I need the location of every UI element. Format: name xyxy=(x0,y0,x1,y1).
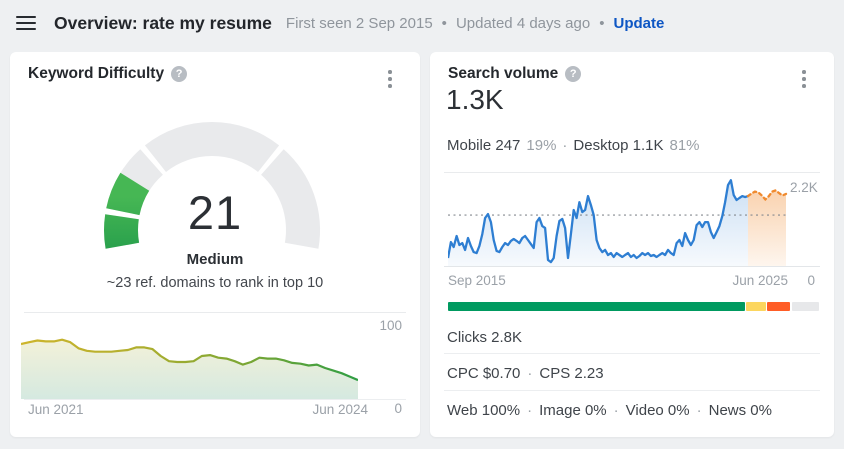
sv-card-title: Search volume xyxy=(448,65,559,82)
web-percent: Web 100% xyxy=(447,402,521,419)
clicks-bar-segment-organic-clicks xyxy=(448,302,745,311)
first-seen-text: First seen 2 Sep 2015 xyxy=(285,14,433,32)
cps-value: CPS 2.23 xyxy=(539,365,604,382)
kd-history-xend-label: Jun 2024 xyxy=(312,402,368,417)
dot-separator: • xyxy=(441,14,447,32)
kd-score-value: 21 xyxy=(187,186,243,239)
help-icon[interactable]: ? xyxy=(565,66,582,82)
header-meta: First seen 2 Sep 2015 • Updated 4 days a… xyxy=(286,15,664,32)
device-breakdown-row: Mobile 247 19% · Desktop 1.1K 81% xyxy=(447,137,700,154)
news-percent: News 0% xyxy=(708,402,772,419)
mobile-percent: 19% xyxy=(526,137,557,154)
volume-ymax-label: 2.2K xyxy=(790,180,818,195)
cpc-value: CPC $0.70 xyxy=(447,365,521,382)
kd-history-chart xyxy=(21,338,358,399)
image-percent: Image 0% xyxy=(539,402,607,419)
mobile-volume: Mobile 247 xyxy=(447,137,521,154)
kd-history-baseline xyxy=(24,399,406,400)
serp-type-row: Web 100% · Image 0% · Video 0% · News 0% xyxy=(447,402,772,419)
clicks-bar-segment-paid-clicks xyxy=(746,302,766,311)
dot-separator: · xyxy=(696,402,702,419)
volume-xstart-label: Sep 2015 xyxy=(448,273,506,288)
update-link[interactable]: Update xyxy=(613,14,665,32)
sv-card-header: Search volume ? xyxy=(448,65,582,83)
kd-history-xstart-label: Jun 2021 xyxy=(28,402,84,417)
video-percent: Video 0% xyxy=(625,402,690,419)
volume-xend-label: Jun 2025 xyxy=(732,273,788,288)
dot-separator: · xyxy=(527,402,533,419)
dot-separator: · xyxy=(527,365,533,382)
volume-ymin-label: 0 xyxy=(807,273,815,288)
hamburger-icon[interactable] xyxy=(16,15,36,31)
kd-hint-text: ~23 ref. domains to rank in top 10 xyxy=(106,275,324,291)
clicks-row: Clicks 2.8K xyxy=(447,329,522,346)
page-title: Overview: rate my resume xyxy=(54,12,272,33)
kd-history-top-gridline xyxy=(24,312,406,313)
kd-card-title: Keyword Difficulty xyxy=(28,65,165,82)
volume-chart-top-gridline xyxy=(444,172,820,173)
search-volume-card: Search volume ? 1.3K Mobile 247 19% · De… xyxy=(430,52,834,437)
dot-separator: · xyxy=(562,137,568,154)
page-header: Overview: rate my resume First seen 2 Se… xyxy=(0,0,844,46)
search-volume-value: 1.3K xyxy=(446,84,504,115)
divider xyxy=(444,353,820,354)
dot-separator: · xyxy=(613,402,619,419)
divider xyxy=(444,390,820,391)
keyword-difficulty-card: Keyword Difficulty ? 21 Medium ~23 ref. … xyxy=(10,52,420,437)
kd-history-ymin-label: 0 xyxy=(394,401,402,416)
cpc-cps-row: CPC $0.70 · CPS 2.23 xyxy=(447,365,604,382)
kebab-menu-icon[interactable] xyxy=(798,66,810,92)
desktop-volume: Desktop 1.1K xyxy=(573,137,664,154)
volume-chart-baseline xyxy=(444,266,820,267)
desktop-percent: 81% xyxy=(669,137,700,154)
kd-card-header: Keyword Difficulty ? xyxy=(28,65,188,83)
updated-text: Updated 4 days ago xyxy=(455,14,591,32)
clicks-bar-segment-remainder xyxy=(791,302,820,311)
kd-level-label: Medium xyxy=(186,251,244,268)
clicks-value: Clicks 2.8K xyxy=(447,329,523,346)
clicks-distribution-bar xyxy=(448,302,820,311)
kd-gauge-chart xyxy=(103,122,321,249)
help-icon[interactable]: ? xyxy=(171,66,188,82)
clicks-bar-segment-no-clicks xyxy=(767,302,791,311)
kebab-menu-icon[interactable] xyxy=(384,66,396,92)
dot-separator: • xyxy=(599,14,605,32)
search-volume-chart xyxy=(448,179,788,266)
kd-history-ymax-label: 100 xyxy=(379,318,402,333)
